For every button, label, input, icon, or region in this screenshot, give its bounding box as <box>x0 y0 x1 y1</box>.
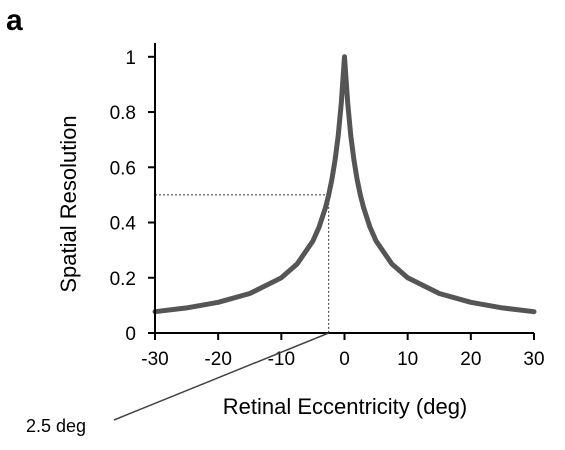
annotations: 2.5 deg <box>26 332 329 436</box>
x-tick-label: -20 <box>204 349 231 370</box>
series-group <box>152 54 537 315</box>
x-tick-label: 20 <box>460 349 481 370</box>
reference-guides <box>155 194 330 333</box>
x-tick-label: 30 <box>523 349 544 370</box>
x-tick-label: 10 <box>397 349 418 370</box>
y-tick-label: 1 <box>125 48 136 69</box>
x-axis-title: Retinal Eccentricity (deg) <box>223 394 468 419</box>
y-tick-label: 0.4 <box>110 214 137 235</box>
x-tick-label: 0 <box>339 349 350 370</box>
annotation-leader-line <box>113 332 329 421</box>
x-tick-label: -30 <box>141 349 168 370</box>
y-tick-label: 0.8 <box>110 103 136 124</box>
y-axis-title: Spatial Resolution <box>56 115 81 292</box>
y-tick-label: 0 <box>125 324 136 345</box>
y-tick-label: 0.2 <box>110 269 136 290</box>
series-line-0 <box>152 54 537 315</box>
panel-label: a <box>6 4 23 37</box>
annotation-text: 2.5 deg <box>26 416 86 436</box>
y-tick-label: 0.6 <box>110 158 136 179</box>
